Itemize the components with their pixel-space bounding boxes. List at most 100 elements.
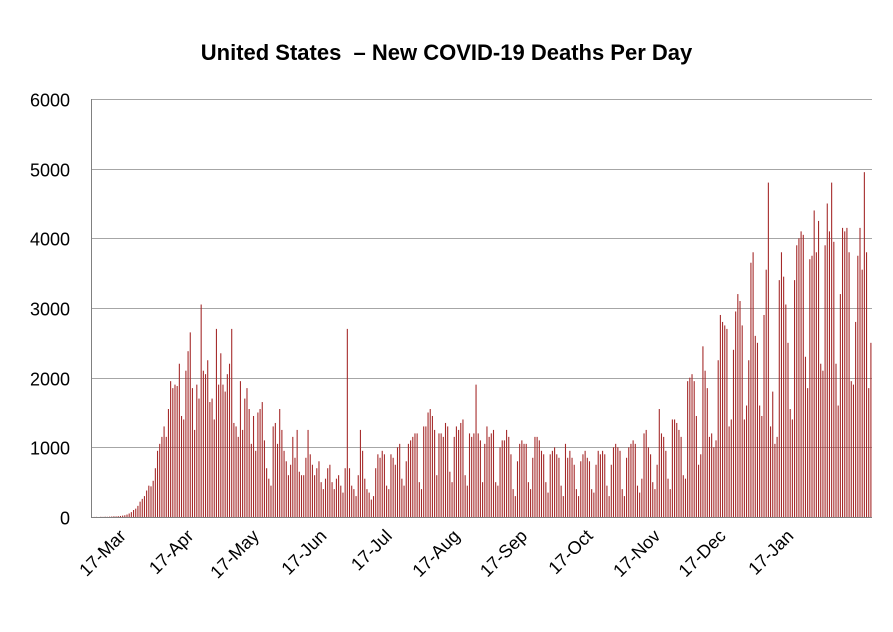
bar	[191, 388, 193, 517]
bar	[499, 447, 501, 517]
bar	[833, 241, 835, 517]
bar	[429, 409, 431, 517]
bar	[473, 433, 475, 517]
bar	[427, 412, 429, 517]
bar	[484, 443, 486, 517]
bar	[848, 252, 850, 517]
bar	[388, 489, 390, 517]
bar	[778, 280, 780, 517]
bar	[632, 440, 634, 517]
bar	[133, 510, 135, 517]
bar	[410, 440, 412, 517]
bar	[787, 342, 789, 517]
bar	[386, 485, 388, 517]
bar	[512, 489, 514, 517]
bar	[362, 450, 364, 517]
bar	[545, 482, 547, 517]
bar	[861, 269, 863, 517]
bar	[194, 429, 196, 517]
bar	[650, 454, 652, 517]
bar	[292, 436, 294, 517]
bar	[730, 419, 732, 517]
bar	[759, 405, 761, 517]
bar	[562, 496, 564, 517]
bar	[687, 381, 689, 517]
bar	[423, 426, 425, 517]
x-axis-ticks: 17-Mar 17-Apr 17-May 17-Jun 17-Jul 17-Aug 17-S…	[75, 526, 797, 583]
bar	[307, 429, 309, 517]
bar	[783, 276, 785, 517]
bar	[704, 370, 706, 517]
bar	[167, 409, 169, 517]
bar	[663, 436, 665, 517]
bar	[746, 405, 748, 517]
bar	[610, 464, 612, 517]
bar	[682, 475, 684, 517]
bar	[575, 489, 577, 517]
bar	[146, 490, 148, 517]
x-tick-label: 17-Dec	[675, 526, 730, 581]
bar	[462, 419, 464, 517]
bar	[798, 238, 800, 517]
bar	[296, 429, 298, 517]
bar	[425, 426, 427, 517]
bar	[198, 398, 200, 517]
bar	[150, 486, 152, 517]
bar	[128, 513, 130, 517]
bar	[303, 475, 305, 517]
bar	[527, 482, 529, 517]
bar	[780, 252, 783, 517]
bar	[767, 182, 769, 517]
bar	[818, 220, 820, 518]
bar	[327, 468, 329, 517]
bar	[532, 457, 534, 517]
bar	[702, 346, 704, 517]
bar	[399, 443, 401, 517]
bar	[822, 370, 824, 517]
x-tick-label: 17-Oct	[544, 526, 596, 578]
bar	[370, 499, 372, 517]
bar	[578, 496, 580, 517]
bar	[700, 454, 702, 517]
bar	[124, 515, 126, 517]
bar	[549, 454, 551, 517]
bar	[344, 468, 346, 517]
bar	[263, 440, 265, 517]
bar	[305, 457, 307, 517]
bar	[342, 492, 344, 517]
y-axis-ticks: 0 1000 2000 3000 4000 5000 6000	[30, 91, 70, 529]
y-tick-label: 5000	[30, 161, 70, 181]
bar	[207, 360, 209, 517]
bar	[608, 496, 610, 517]
bar	[455, 426, 457, 517]
bar	[172, 388, 174, 517]
bar	[396, 447, 399, 517]
bar	[807, 388, 809, 517]
bar	[444, 422, 447, 517]
bar	[475, 384, 477, 517]
bar	[586, 457, 588, 517]
bar	[615, 443, 617, 517]
bar	[748, 360, 750, 517]
bar	[252, 415, 255, 517]
bar	[338, 475, 340, 517]
bar	[855, 321, 857, 517]
y-tick-label: 1000	[30, 439, 70, 459]
bar	[407, 443, 409, 517]
bar	[802, 234, 804, 517]
bar	[322, 489, 324, 517]
bar	[794, 280, 796, 517]
bar	[122, 515, 124, 517]
bar	[187, 351, 189, 517]
bar	[180, 415, 183, 517]
bar	[741, 325, 743, 517]
bar	[521, 440, 523, 517]
bar	[185, 370, 187, 517]
bar	[698, 464, 700, 517]
bar	[237, 436, 239, 517]
bar	[765, 269, 767, 517]
bar	[722, 321, 724, 517]
bar	[636, 485, 639, 517]
bar	[506, 429, 508, 517]
bar	[584, 450, 586, 517]
